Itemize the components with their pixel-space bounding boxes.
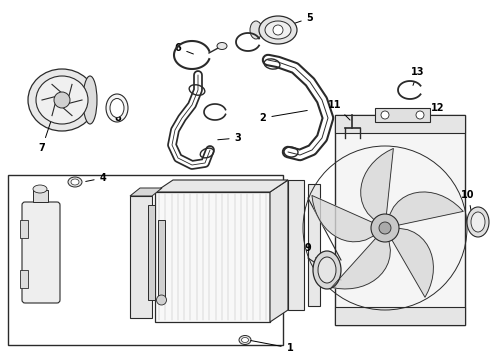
Polygon shape	[361, 148, 393, 221]
Polygon shape	[331, 237, 391, 289]
Bar	[20, 220, 28, 238]
Polygon shape	[312, 195, 375, 242]
Bar	[308, 184, 320, 306]
Circle shape	[273, 25, 283, 35]
Ellipse shape	[83, 76, 97, 124]
Ellipse shape	[156, 295, 167, 305]
Ellipse shape	[68, 177, 82, 187]
FancyBboxPatch shape	[22, 202, 60, 303]
Text: 7: 7	[39, 121, 51, 153]
Bar	[288, 180, 304, 310]
Ellipse shape	[28, 69, 96, 131]
Ellipse shape	[250, 21, 262, 39]
Ellipse shape	[259, 16, 297, 44]
Bar	[335, 307, 465, 325]
Circle shape	[379, 222, 391, 234]
Text: 13: 13	[411, 67, 425, 85]
Polygon shape	[155, 180, 288, 192]
Ellipse shape	[313, 251, 341, 289]
Circle shape	[371, 214, 399, 242]
Polygon shape	[391, 228, 433, 297]
Ellipse shape	[110, 99, 124, 117]
Ellipse shape	[239, 336, 251, 345]
Text: 9: 9	[305, 243, 320, 263]
Text: 2: 2	[260, 111, 307, 123]
Polygon shape	[389, 192, 463, 225]
Ellipse shape	[71, 179, 79, 185]
Ellipse shape	[471, 212, 485, 232]
Circle shape	[381, 111, 389, 119]
Bar	[148, 205, 155, 300]
Ellipse shape	[36, 76, 88, 124]
Text: 3: 3	[218, 133, 242, 143]
Bar	[8, 175, 283, 345]
Text: 12: 12	[413, 103, 445, 113]
Bar	[20, 270, 28, 288]
Bar	[158, 220, 165, 298]
Bar	[155, 192, 270, 322]
Text: 4: 4	[86, 173, 106, 183]
Text: 8: 8	[112, 108, 122, 123]
Circle shape	[416, 111, 424, 119]
Text: 6: 6	[174, 43, 194, 54]
Bar	[335, 115, 465, 325]
Polygon shape	[130, 188, 162, 196]
Ellipse shape	[242, 338, 248, 342]
Text: 11: 11	[328, 100, 350, 120]
Circle shape	[54, 92, 70, 108]
Bar	[335, 115, 465, 133]
Text: 5: 5	[278, 13, 314, 29]
Ellipse shape	[106, 94, 128, 122]
Bar	[375, 108, 430, 122]
Polygon shape	[270, 180, 288, 322]
Ellipse shape	[467, 207, 489, 237]
Bar	[33, 190, 48, 202]
Ellipse shape	[265, 21, 291, 39]
Ellipse shape	[318, 257, 336, 283]
Bar	[130, 196, 152, 318]
Ellipse shape	[217, 42, 227, 49]
Text: 1: 1	[251, 341, 294, 353]
Ellipse shape	[33, 185, 47, 193]
Text: 10: 10	[461, 190, 475, 212]
